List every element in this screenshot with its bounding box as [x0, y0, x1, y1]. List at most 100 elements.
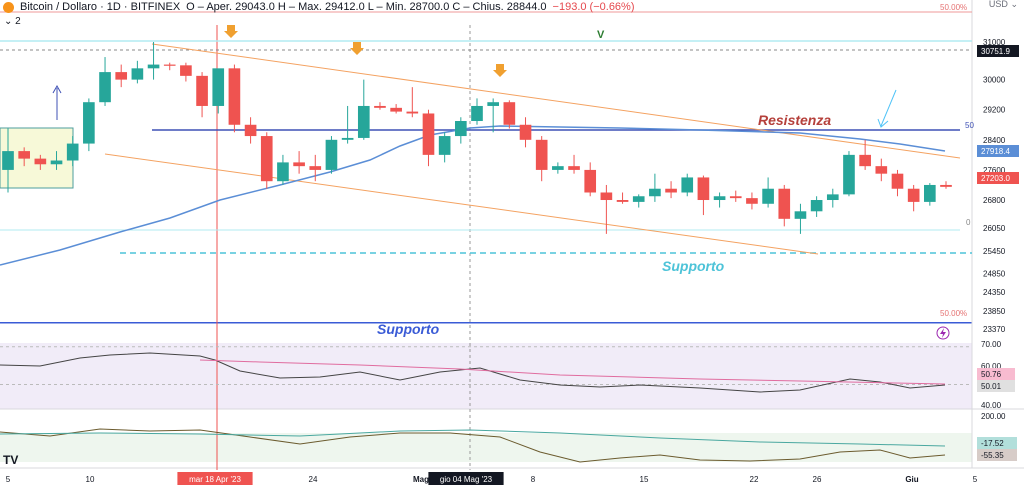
price-tick-label: 27600: [983, 166, 1006, 175]
support-label-lower: Supporto: [377, 321, 440, 337]
candle-body: [746, 198, 758, 204]
candle-body: [875, 166, 888, 174]
time-badge-bg: [428, 472, 504, 485]
candle-body: [180, 65, 192, 76]
candle-body: [810, 200, 823, 212]
price-tick-label: 24850: [983, 269, 1006, 278]
time-tick-label: mar 18 Apr '23: [189, 475, 241, 484]
down-arrow-blue-icon: [880, 89, 897, 127]
candle-body: [519, 124, 532, 140]
rsi-ma-line: [199, 359, 946, 385]
rsi-value-badge-bg: [977, 368, 1015, 380]
time-tick-label: 24: [309, 475, 318, 484]
ma-value-badge: 27918.4: [981, 147, 1010, 156]
candle-body: [826, 194, 839, 201]
macd-tick-label: 200.00: [981, 412, 1006, 421]
macd-tick-label: -55.35: [981, 451, 1004, 460]
last-price-badge: 27203.0: [981, 174, 1010, 183]
candle-body: [228, 68, 241, 125]
tradingview-logo-icon: TV: [3, 453, 18, 467]
rsi-tick-label: 40.00: [981, 401, 1002, 410]
fib-right-label-2: 0: [966, 218, 971, 227]
price-tick-label: 26050: [983, 224, 1006, 233]
candle-body: [697, 177, 710, 201]
candle-body: [66, 143, 79, 161]
moving-average-line: [0, 125, 946, 266]
trend-channel-upper: [151, 43, 961, 159]
indicator-toggle[interactable]: ⌄ 2: [4, 16, 21, 27]
fib-top-label: 50.00%: [940, 3, 967, 12]
chevron-down-icon: ⌄: [1010, 0, 1018, 9]
indicator-count: 2: [15, 16, 21, 27]
macd-value-badge-bg: [977, 437, 1017, 449]
trend-channel-lower: [104, 153, 819, 255]
candle-body: [163, 64, 176, 66]
candle-body: [907, 188, 920, 202]
price-level-badge-bg: [977, 45, 1019, 57]
candle-body: [471, 105, 483, 122]
time-tick-label: 26: [813, 475, 822, 484]
candle-body: [99, 72, 111, 103]
candle-body: [390, 107, 402, 112]
v-label: V: [597, 29, 605, 41]
time-tick-label: Mag: [413, 475, 429, 484]
ma-value-badge-bg: [977, 145, 1019, 157]
change-value: −193.0 (−0.66%): [552, 1, 635, 13]
fib-bottom-label: 50.00%: [940, 309, 967, 318]
candle-body: [600, 192, 613, 201]
candle-body: [778, 188, 791, 219]
symbol-title[interactable]: Bitcoin / Dollaro · 1D · BITFINEX: [20, 1, 181, 13]
candle-body: [940, 184, 952, 187]
time-tick-label: gio 04 Mag '23: [440, 475, 493, 484]
candle-body: [244, 124, 257, 137]
ohlc-values: O – Aper. 29043.0 H – Max. 29412.0 L – M…: [186, 1, 547, 13]
candle-body: [406, 111, 419, 114]
candle-body: [2, 151, 14, 170]
rsi-value-badge-bg: [977, 380, 1015, 392]
candle-body: [196, 75, 208, 106]
time-tick-label: 8: [531, 475, 536, 484]
rsi-tick-label: 50.76: [981, 370, 1002, 379]
candle-body: [503, 102, 516, 125]
time-tick-label: 5: [973, 475, 978, 484]
chevron-down-icon: ⌄: [4, 16, 13, 27]
last-price-badge-bg: [977, 172, 1019, 184]
candle-body: [713, 196, 726, 201]
candle-body: [309, 166, 322, 170]
time-tick-label: 22: [750, 475, 759, 484]
candle-body: [50, 160, 63, 165]
candle-body: [859, 154, 871, 167]
candle-body: [147, 64, 160, 69]
candle-body: [341, 137, 354, 140]
price-tick-label: 25450: [983, 247, 1006, 256]
bitcoin-logo-icon: [3, 1, 14, 13]
candle-body: [260, 136, 273, 182]
price-tick-label: 26800: [983, 196, 1006, 205]
candle-body: [18, 151, 30, 159]
currency-selector[interactable]: USD ⌄: [989, 0, 1018, 10]
rsi-line: [0, 352, 946, 393]
candle-body: [843, 154, 855, 195]
macd-tick-label: -17.52: [981, 439, 1004, 448]
candle-body: [681, 177, 694, 193]
candle-body: [891, 173, 904, 189]
up-arrow-head-icon: [52, 84, 62, 94]
price-tick-label: 29200: [983, 106, 1006, 115]
rsi-tick-label: 60.00: [981, 362, 1002, 371]
candle-body: [729, 196, 742, 199]
price-level-badge: 30751.9: [981, 47, 1010, 56]
candle-body: [115, 72, 128, 80]
candle-body: [584, 169, 597, 193]
candle-body: [632, 196, 645, 202]
time-tick-label: Giu: [905, 475, 918, 484]
candle-body: [794, 211, 807, 219]
fib-right-label-1: 50: [965, 121, 974, 130]
candle-body: [487, 102, 499, 106]
candle-body: [649, 188, 661, 197]
price-tick-label: 23850: [983, 307, 1006, 316]
candle-body: [325, 139, 338, 170]
macd-value-badge-bg: [977, 449, 1017, 461]
candle-body: [277, 162, 289, 182]
